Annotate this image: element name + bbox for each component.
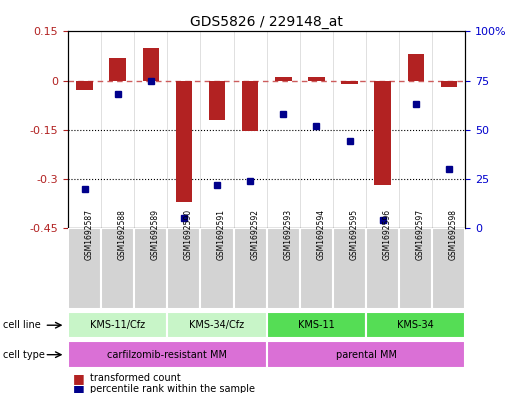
Text: GSM1692594: GSM1692594 xyxy=(316,209,325,260)
Text: percentile rank within the sample: percentile rank within the sample xyxy=(90,384,255,393)
Bar xyxy=(176,81,192,202)
FancyBboxPatch shape xyxy=(433,228,465,309)
Text: GSM1692598: GSM1692598 xyxy=(449,209,458,260)
Bar xyxy=(407,54,424,81)
FancyBboxPatch shape xyxy=(366,312,465,338)
FancyBboxPatch shape xyxy=(399,228,433,309)
Bar xyxy=(142,48,159,81)
FancyBboxPatch shape xyxy=(267,312,366,338)
Bar xyxy=(374,81,391,185)
Text: cell line: cell line xyxy=(3,320,40,330)
Text: KMS-11/Cfz: KMS-11/Cfz xyxy=(90,320,145,330)
Bar xyxy=(209,81,225,120)
Text: GSM1692587: GSM1692587 xyxy=(85,209,94,260)
FancyBboxPatch shape xyxy=(267,342,465,368)
Title: GDS5826 / 229148_at: GDS5826 / 229148_at xyxy=(190,15,343,29)
Bar xyxy=(76,81,93,90)
Text: GSM1692591: GSM1692591 xyxy=(217,209,226,260)
FancyBboxPatch shape xyxy=(267,228,300,309)
Bar xyxy=(242,81,258,131)
Text: transformed count: transformed count xyxy=(90,373,181,383)
Text: GSM1692589: GSM1692589 xyxy=(151,209,160,260)
FancyBboxPatch shape xyxy=(167,228,200,309)
FancyBboxPatch shape xyxy=(68,228,101,309)
Text: GSM1692592: GSM1692592 xyxy=(250,209,259,260)
Bar xyxy=(109,58,126,81)
Text: KMS-34/Cfz: KMS-34/Cfz xyxy=(189,320,245,330)
FancyBboxPatch shape xyxy=(167,312,267,338)
Bar xyxy=(440,81,457,87)
Bar xyxy=(308,77,325,81)
FancyBboxPatch shape xyxy=(234,228,267,309)
Text: KMS-11: KMS-11 xyxy=(298,320,335,330)
FancyBboxPatch shape xyxy=(68,312,167,338)
FancyBboxPatch shape xyxy=(366,228,399,309)
Text: ■: ■ xyxy=(73,371,85,385)
FancyBboxPatch shape xyxy=(101,228,134,309)
Text: GSM1692590: GSM1692590 xyxy=(184,209,193,260)
Text: parental MM: parental MM xyxy=(336,350,396,360)
Text: GSM1692597: GSM1692597 xyxy=(416,209,425,260)
FancyBboxPatch shape xyxy=(134,228,167,309)
FancyBboxPatch shape xyxy=(68,342,267,368)
Text: cell type: cell type xyxy=(3,350,44,360)
Text: ■: ■ xyxy=(73,382,85,393)
FancyBboxPatch shape xyxy=(333,228,366,309)
Text: KMS-34: KMS-34 xyxy=(397,320,434,330)
Bar xyxy=(275,77,292,81)
Text: carfilzomib-resistant MM: carfilzomib-resistant MM xyxy=(107,350,228,360)
Bar xyxy=(341,81,358,84)
FancyBboxPatch shape xyxy=(300,228,333,309)
Text: GSM1692588: GSM1692588 xyxy=(118,209,127,260)
Text: GSM1692595: GSM1692595 xyxy=(349,209,359,260)
FancyBboxPatch shape xyxy=(200,228,234,309)
Text: GSM1692596: GSM1692596 xyxy=(383,209,392,260)
Text: GSM1692593: GSM1692593 xyxy=(283,209,292,260)
